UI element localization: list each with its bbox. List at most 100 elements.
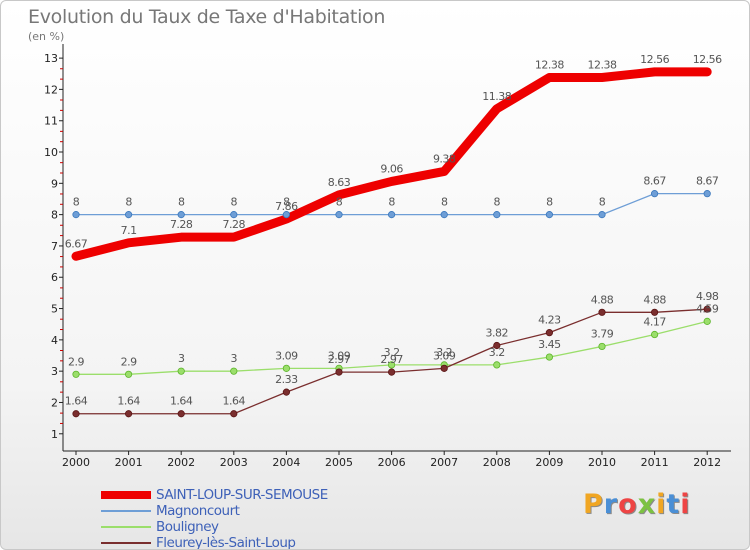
- data-label: 2.9: [121, 355, 137, 368]
- data-label: 3.09: [328, 349, 351, 362]
- data-point: [125, 370, 133, 378]
- data-point: [545, 353, 554, 361]
- data-point: [335, 211, 343, 219]
- data-label: 8: [388, 196, 395, 209]
- legend-swatch: [101, 526, 151, 528]
- data-point: [387, 368, 396, 376]
- y-tick-label: 6: [51, 271, 58, 284]
- data-point: [125, 211, 133, 219]
- data-label: 12.38: [588, 58, 617, 71]
- x-tick-label: 2005: [325, 456, 353, 469]
- data-point: [282, 388, 290, 396]
- data-point: [440, 364, 448, 372]
- data-label: 8.63: [328, 176, 351, 189]
- data-label: 4.88: [643, 293, 666, 306]
- data-label: 3: [231, 352, 238, 365]
- data-label: 8: [441, 196, 448, 209]
- x-tick-label: 2011: [641, 456, 669, 469]
- data-point: [230, 367, 238, 375]
- data-label: 3.82: [486, 326, 509, 339]
- data-point: [703, 305, 711, 313]
- data-point: [598, 211, 606, 219]
- legend-swatch: [101, 491, 151, 499]
- data-label: 8: [178, 196, 185, 209]
- data-label: 12.56: [693, 53, 722, 66]
- data-point: [650, 190, 659, 198]
- data-label: 3.79: [591, 327, 614, 340]
- data-label: 3.09: [433, 349, 456, 362]
- data-label: 6.67: [65, 237, 88, 250]
- legend-swatch: [101, 510, 151, 512]
- data-label: 1.64: [117, 395, 140, 408]
- logo-letter: r: [603, 489, 619, 520]
- data-label: 8: [73, 196, 80, 209]
- legend-label: Fleurey-lès-Saint-Loup: [156, 535, 296, 550]
- data-point: [545, 211, 554, 219]
- y-tick-label: 2: [51, 396, 58, 409]
- y-tick-label: 9: [51, 177, 58, 190]
- data-label: 8: [546, 196, 553, 209]
- y-tick-label: 5: [51, 303, 58, 316]
- logo-letter: t: [666, 489, 681, 520]
- legend-label: SAINT-LOUP-SUR-SEMOUSE: [156, 487, 328, 503]
- data-point: [72, 211, 80, 219]
- data-label: 8: [231, 196, 238, 209]
- logo-letter: P: [583, 489, 604, 520]
- x-tick-label: 2000: [62, 456, 90, 469]
- data-label: 3.2: [384, 346, 400, 359]
- data-label: 1.64: [170, 395, 193, 408]
- data-label: 8.67: [643, 175, 666, 188]
- series-points: [72, 190, 711, 418]
- logo-letter: i: [656, 489, 667, 520]
- data-point: [387, 211, 396, 219]
- data-label: 4.17: [643, 316, 666, 329]
- data-point: [545, 329, 554, 337]
- x-tick-label: 2003: [220, 456, 248, 469]
- proxiti-logo: Proxiti: [583, 489, 691, 520]
- data-label: 8: [125, 196, 132, 209]
- y-tick-label: 1: [51, 428, 58, 441]
- data-point: [72, 410, 80, 418]
- y-tick-label: 13: [44, 52, 58, 65]
- series-labels: 6.67 7.1 7.28 7.28 7.86 8.63 9.06 9.38 11.38 12.3…: [65, 53, 723, 408]
- data-point: [177, 410, 185, 418]
- data-label: 2.97: [380, 353, 403, 366]
- data-label: 3: [178, 352, 185, 365]
- data-point: [230, 211, 238, 219]
- data-point: [282, 211, 290, 219]
- x-tick-label: 2004: [272, 456, 300, 469]
- data-label: 12.56: [640, 53, 669, 66]
- x-tick-label: 2008: [483, 456, 511, 469]
- data-label: 8: [599, 196, 606, 209]
- y-tick-label: 11: [44, 115, 58, 128]
- data-label: 3.45: [538, 338, 561, 351]
- x-tick-label: 2012: [693, 456, 721, 469]
- logo-letter: o: [618, 489, 638, 520]
- legend-label: Bouligney: [156, 519, 219, 535]
- data-label: 9.06: [380, 162, 403, 175]
- data-point: [493, 361, 501, 369]
- data-point: [650, 330, 659, 339]
- data-label: 7.1: [121, 224, 137, 237]
- data-label: 3.09: [275, 349, 298, 362]
- series-line-0: [71, 67, 712, 261]
- data-label: 2.9: [68, 355, 84, 368]
- data-label: 11.38: [482, 90, 511, 103]
- data-label: 9.38: [433, 152, 456, 165]
- data-label: 4.23: [538, 314, 561, 327]
- data-point: [440, 211, 448, 219]
- legend-label: Magnoncourt: [156, 503, 240, 519]
- data-label: 1.64: [65, 395, 88, 408]
- data-label: 7.28: [170, 218, 193, 231]
- data-point: [335, 368, 343, 376]
- data-label: 8: [494, 196, 501, 209]
- data-label: 3.2: [489, 346, 505, 359]
- y-tick-label: 12: [44, 83, 58, 96]
- data-point: [493, 211, 501, 219]
- data-point: [598, 308, 606, 316]
- logo-letter: x: [637, 489, 657, 520]
- legend-swatch: [101, 542, 151, 544]
- data-label: 8: [283, 196, 290, 209]
